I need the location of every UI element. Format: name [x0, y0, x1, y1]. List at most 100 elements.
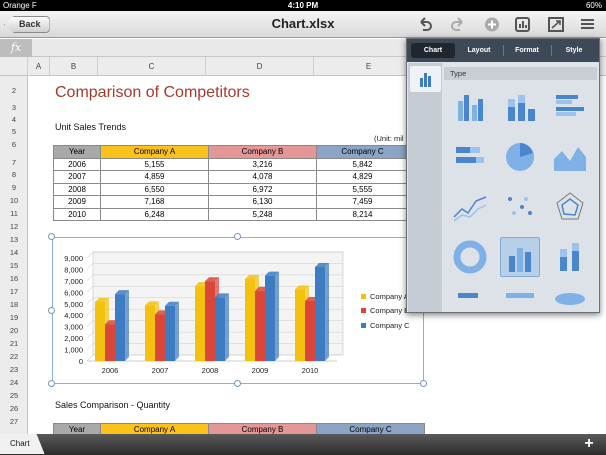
table-cell[interactable]: 3,216 [208, 157, 317, 171]
line-markers-icon[interactable] [450, 187, 490, 227]
table-cell[interactable]: 2007 [53, 170, 101, 184]
sheet-subtitle-unit-sales[interactable]: Unit Sales Trends [55, 122, 127, 132]
back-button[interactable]: Back [4, 16, 50, 33]
row-number[interactable]: 16 [9, 274, 19, 283]
row-number[interactable]: 2 [11, 86, 17, 95]
header-company-b[interactable]: Company B [208, 145, 317, 159]
row-number[interactable]: 4 [11, 115, 17, 124]
3d-column-icon[interactable] [500, 237, 540, 277]
table-cell[interactable]: 8,214 [316, 207, 409, 221]
stacked-column-icon[interactable] [500, 87, 540, 127]
row-number[interactable]: 17 [9, 287, 19, 296]
pie-icon[interactable] [500, 137, 540, 177]
table-cell[interactable]: 6,550 [100, 182, 209, 196]
chart-object[interactable]: 0 1,000 2,000 3,000 4,000 5,000 6,000 7,000 8,00… [52, 237, 424, 384]
row-number[interactable]: 26 [9, 404, 19, 413]
row-number[interactable]: 8 [11, 170, 17, 179]
header-company-a[interactable]: Company A [100, 145, 209, 159]
row-number[interactable]: 18 [9, 300, 19, 309]
table-cell[interactable]: 5,555 [316, 182, 409, 196]
header-company-b[interactable]: Company B [208, 423, 317, 437]
undo-icon[interactable] [416, 16, 434, 33]
row-number[interactable]: 23 [9, 365, 19, 374]
row-number[interactable]: 22 [9, 352, 19, 361]
carrier-label: Orange F [3, 1, 37, 10]
add-icon[interactable] [483, 16, 501, 33]
row-number[interactable]: 13 [9, 235, 19, 244]
header-year[interactable]: Year [53, 423, 101, 437]
table-cell[interactable]: 4,829 [316, 170, 409, 184]
resize-handle[interactable] [234, 233, 241, 240]
row-number[interactable]: 24 [9, 378, 19, 387]
tab-chart[interactable]: Chart [411, 43, 455, 58]
table-cell[interactable]: 6,248 [100, 207, 209, 221]
3d-pie-icon[interactable] [550, 287, 590, 312]
bar-icon[interactable] [550, 87, 590, 127]
table-cell[interactable]: 5,248 [208, 207, 317, 221]
row-number[interactable]: 19 [9, 313, 19, 322]
corner-cell[interactable] [0, 57, 28, 76]
scatter-icon[interactable] [500, 187, 540, 227]
3d-stacked-bar-icon[interactable] [500, 287, 540, 312]
column-D[interactable]: D [206, 57, 314, 76]
chart-tool-icon[interactable] [514, 16, 532, 33]
sidebar-item-type[interactable] [410, 66, 441, 92]
table-cell[interactable]: 6,972 [208, 182, 317, 196]
resize-handle[interactable] [234, 380, 241, 387]
table-cell[interactable]: 6,130 [208, 195, 317, 209]
table-cell[interactable]: 2009 [53, 195, 101, 209]
3d-bar-icon[interactable] [450, 287, 490, 312]
table-cell[interactable]: 2006 [53, 157, 101, 171]
3d-stacked-column-icon[interactable] [550, 237, 590, 277]
row-number[interactable]: 6 [11, 140, 17, 149]
column-A[interactable]: A [28, 57, 50, 76]
header-year[interactable]: Year [53, 145, 101, 159]
fullscreen-icon[interactable] [547, 16, 565, 33]
table-cell[interactable]: 7,459 [316, 195, 409, 209]
resize-handle[interactable] [48, 380, 55, 387]
column-C[interactable]: C [98, 57, 206, 76]
tab-layout[interactable]: Layout [467, 47, 491, 54]
row-number[interactable]: 20 [9, 326, 19, 335]
doughnut-icon[interactable] [450, 237, 490, 277]
row-number[interactable]: 11 [10, 209, 18, 218]
row-number[interactable]: 5 [11, 127, 17, 136]
y-tick-label: 1,000 [64, 346, 83, 355]
sheet-title[interactable]: Comparison of Competitors [55, 84, 250, 101]
row-number[interactable]: 7 [11, 158, 17, 167]
resize-handle[interactable] [420, 380, 427, 387]
area-icon[interactable] [550, 137, 590, 177]
table-cell[interactable]: 2010 [53, 207, 101, 221]
table-cell[interactable]: 5,842 [316, 157, 409, 171]
row-number[interactable]: 14 [9, 248, 19, 257]
row-number[interactable]: 15 [9, 261, 19, 270]
tab-style[interactable]: Style [565, 47, 583, 54]
table-cell[interactable]: 4,078 [208, 170, 317, 184]
row-number[interactable]: 12 [9, 222, 19, 231]
row-number[interactable]: 27 [9, 417, 19, 426]
menu-icon[interactable] [579, 16, 597, 33]
sheet-subtitle-sales-comparison[interactable]: Sales Comparison - Quantity [55, 400, 171, 410]
table-cell[interactable]: 7,168 [100, 195, 209, 209]
row-number[interactable]: 21 [9, 339, 19, 348]
radar-icon[interactable] [550, 187, 590, 227]
row-number[interactable]: 9 [11, 183, 17, 192]
row-number[interactable]: 10 [9, 196, 19, 205]
resize-handle[interactable] [48, 307, 55, 314]
row-number[interactable]: 3 [11, 103, 17, 112]
unit-label[interactable]: (Unit: mil [374, 134, 404, 143]
redo-icon[interactable] [449, 16, 467, 33]
resize-handle[interactable] [48, 233, 55, 240]
row-number[interactable]: 25 [9, 391, 19, 400]
clustered-column-icon[interactable] [450, 87, 490, 127]
header-company-c[interactable]: Company C [316, 423, 425, 437]
table-cell[interactable]: 4,859 [100, 170, 209, 184]
column-B[interactable]: B [50, 57, 98, 76]
header-company-c[interactable]: Company C [316, 145, 409, 159]
tab-format[interactable]: Format [515, 47, 539, 54]
table-cell[interactable]: 5,155 [100, 157, 209, 171]
stacked-bar-icon[interactable] [450, 137, 490, 177]
legend-item: Company A [361, 292, 409, 301]
table-cell[interactable]: 2008 [53, 182, 101, 196]
add-sheet-button[interactable]: + [584, 435, 594, 452]
